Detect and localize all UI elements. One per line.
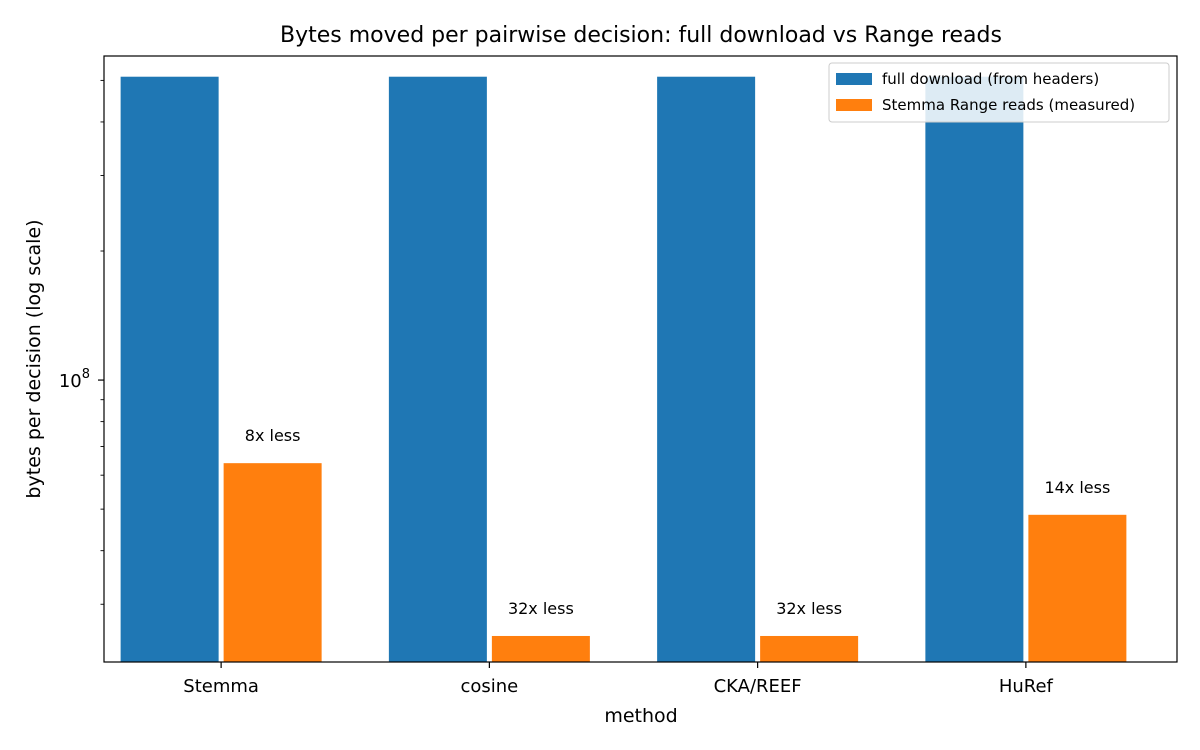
bar-full-download: [388, 76, 487, 663]
legend-swatch: [836, 99, 872, 111]
bar-full-download: [657, 76, 756, 663]
x-tick-label: CKA/REEF: [714, 676, 802, 697]
legend-box: [828, 62, 1170, 123]
y-axis-label: bytes per decision (log scale): [23, 219, 45, 498]
bar-annotation: 32x less: [776, 599, 842, 618]
y-axis: 108: [59, 79, 104, 605]
legend: full download (from headers) Stemma Range…: [828, 62, 1170, 123]
legend-label: full download (from headers): [882, 70, 1099, 88]
bar-full-download: [925, 76, 1024, 663]
bar-annotation: 14x less: [1044, 478, 1110, 497]
chart-title: Bytes moved per pairwise decision: full …: [280, 23, 1002, 48]
bar-full-download: [120, 76, 219, 663]
bar-annotation: 8x less: [245, 426, 301, 445]
x-axis: Stemma cosine CKA/REEF HuRef: [183, 662, 1054, 697]
bar-range-reads: [760, 635, 859, 662]
x-tick-label: HuRef: [999, 676, 1054, 697]
bar-range-reads: [1028, 514, 1127, 662]
x-axis-label: method: [604, 705, 677, 727]
legend-label: Stemma Range reads (measured): [882, 96, 1135, 114]
bar-range-reads: [223, 463, 322, 662]
x-tick-label: cosine: [460, 676, 518, 697]
legend-swatch: [836, 73, 872, 85]
bar-range-reads: [491, 635, 590, 662]
bar-annotation: 32x less: [508, 599, 574, 618]
y-tick-label: 108: [59, 367, 90, 392]
plot-area: 8x less 32x less 32x less 14x less: [120, 76, 1127, 663]
plot-frame: [103, 55, 1178, 663]
x-tick-label: Stemma: [183, 676, 259, 697]
